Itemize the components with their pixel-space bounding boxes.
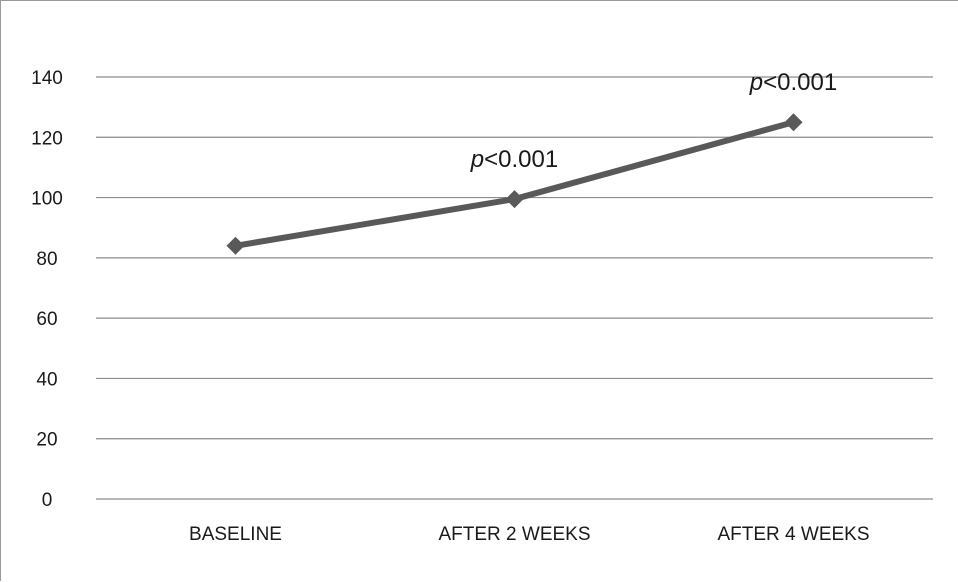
x-category-label: AFTER 4 WEEKS — [717, 524, 869, 545]
annotations: p<0.001 p<0.001 — [470, 69, 837, 173]
series-line — [232, 119, 797, 249]
y-axis-tick-labels: 0 20 40 60 80 100 120 140 — [31, 68, 63, 511]
y-tick-label: 20 — [36, 430, 57, 451]
y-tick-label: 80 — [36, 249, 57, 270]
y-tick-label: 60 — [36, 309, 57, 330]
data-point-marker — [226, 236, 245, 255]
x-category-label: AFTER 2 WEEKS — [438, 524, 590, 545]
gridlines — [96, 76, 933, 500]
y-tick-label: 140 — [31, 68, 63, 89]
y-tick-label: 120 — [31, 128, 63, 149]
x-axis-category-labels: BASELINE AFTER 2 WEEKS AFTER 4 WEEKS — [189, 524, 869, 545]
data-point-marker — [505, 190, 524, 209]
y-tick-label: 0 — [42, 490, 53, 511]
y-tick-label: 40 — [36, 369, 57, 390]
y-tick-label: 100 — [31, 189, 63, 210]
x-category-label: BASELINE — [189, 524, 282, 545]
p-value-annotation: p<0.001 — [470, 146, 558, 173]
data-point-marker — [784, 113, 803, 132]
p-value-annotation: p<0.001 — [749, 69, 837, 96]
series-layer — [226, 113, 803, 255]
